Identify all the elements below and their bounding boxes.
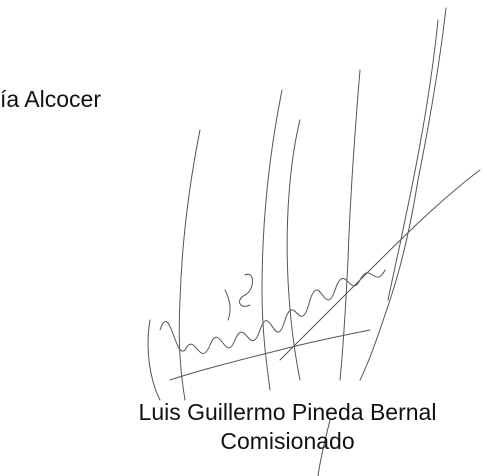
signer-position: Comisionado	[220, 428, 355, 454]
signer-name: Luis Guillermo Pineda Bernal	[138, 399, 437, 425]
text-fragment: ía Alcocer	[0, 86, 101, 112]
